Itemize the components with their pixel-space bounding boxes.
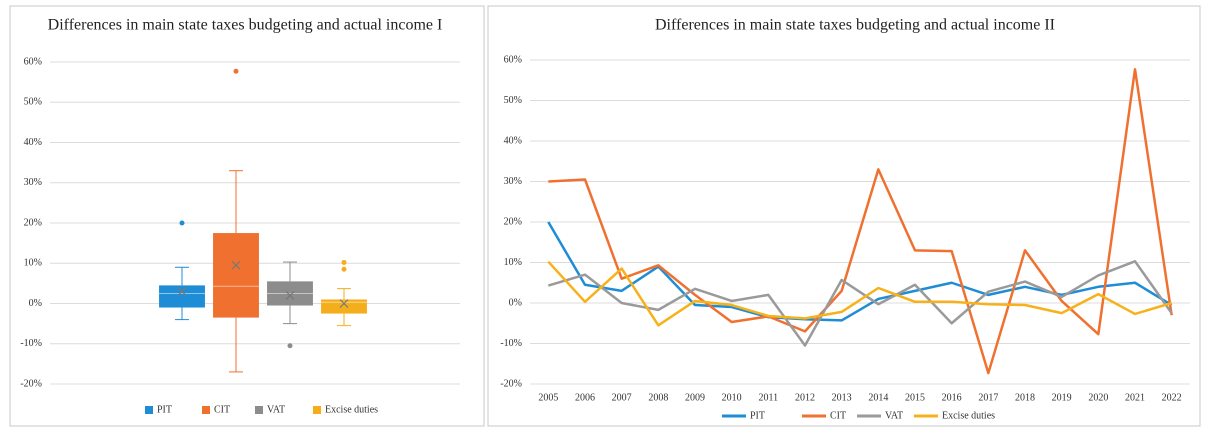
legend-label: VAT [885,410,903,421]
y-tick-label: 0% [509,297,522,308]
x-tick-label: 2017 [978,392,998,403]
x-tick-label: 2020 [1088,392,1108,403]
legend-swatch [255,406,263,414]
chart-title: Differences in main state taxes budgetin… [48,17,443,34]
mean-marker [177,287,187,296]
y-tick-label: 10% [24,258,42,269]
y-tick-label: 40% [24,137,42,148]
x-tick-label: 2010 [722,392,742,403]
chart-title: Differences in main state taxes budgetin… [655,17,1055,34]
x-tick-label: 2021 [1125,392,1145,403]
legend-label: CIT [830,410,846,421]
x-tick-label: 2013 [832,392,852,403]
y-tick-label: 50% [24,97,42,108]
x-tick-label: 2014 [868,392,888,403]
y-tick-label: -10% [500,338,522,349]
mean-marker [285,291,295,300]
panel-left [9,5,485,427]
y-tick-label: 10% [504,257,522,268]
outlier [233,68,239,74]
line [548,68,1173,375]
line [547,260,1173,347]
y-tick-label: 20% [24,217,42,228]
x-tick-label: 2008 [648,392,668,403]
mean-marker [339,299,349,308]
y-tick-label: 0% [29,298,42,309]
x-tick-label: 2005 [538,392,558,403]
y-tick-label: 60% [504,54,522,65]
legend-label: Excise duties [325,404,378,415]
y-tick-label: 40% [504,135,522,146]
y-tick-label: 60% [24,56,42,67]
x-tick-label: 2011 [759,392,779,403]
box [213,233,259,318]
x-tick-label: 2009 [685,392,705,403]
mean-marker [231,260,241,270]
outlier [341,259,347,265]
outlier [341,266,347,272]
x-tick-label: 2019 [1052,392,1072,403]
legend-label: VAT [267,404,285,415]
y-tick-label: 50% [504,95,522,106]
legend-swatch [145,406,153,414]
y-tick-label: 30% [504,176,522,187]
y-tick-label: -20% [500,378,522,389]
legend-label: Excise duties [942,410,995,421]
legend-label: PIT [157,404,172,415]
box [321,299,367,314]
legend-label: PIT [750,410,765,421]
x-tick-label: 2022 [1162,392,1182,403]
y-tick-label: -10% [20,338,42,349]
line [547,260,1173,327]
x-tick-label: 2012 [795,392,815,403]
legend-label: CIT [214,404,230,415]
x-tick-label: 2018 [1015,392,1035,403]
box [159,285,205,308]
panel-right [487,5,1201,427]
x-tick-label: 2006 [575,392,595,403]
legend-swatch [202,406,210,414]
y-tick-label: 30% [24,177,42,188]
x-tick-label: 2016 [942,392,962,403]
legend-swatch [313,406,321,414]
y-tick-label: 20% [504,216,522,227]
x-tick-label: 2007 [612,392,632,403]
outlier [179,220,185,226]
x-tick-label: 2015 [905,392,925,403]
outlier [287,343,293,349]
y-tick-label: -20% [20,378,42,389]
